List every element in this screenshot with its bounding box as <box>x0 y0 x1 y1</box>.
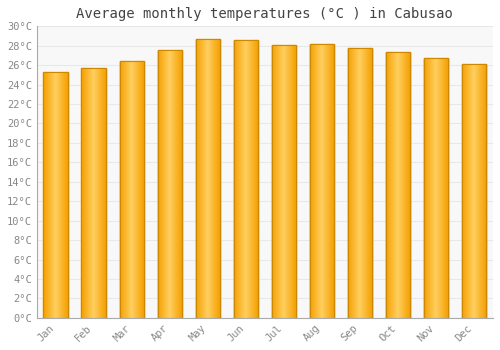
Bar <box>196 39 220 318</box>
Bar <box>234 40 258 318</box>
Bar <box>424 58 448 318</box>
Bar <box>82 68 106 318</box>
Bar <box>44 72 68 318</box>
Bar <box>386 51 410 318</box>
Bar <box>158 50 182 318</box>
Bar <box>348 48 372 318</box>
Bar <box>272 45 296 318</box>
Bar <box>462 64 486 318</box>
Bar <box>120 61 144 318</box>
Title: Average monthly temperatures (°C ) in Cabusao: Average monthly temperatures (°C ) in Ca… <box>76 7 454 21</box>
Bar <box>310 44 334 318</box>
